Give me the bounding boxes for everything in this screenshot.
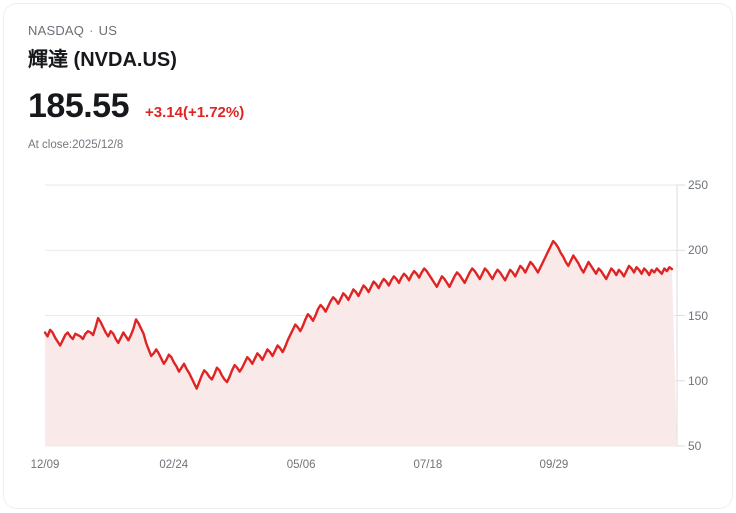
y-axis-label: 150 (688, 308, 709, 323)
price-area-fill (45, 241, 677, 446)
page-title: 輝達 (NVDA.US) (28, 49, 177, 71)
x-axis-label: 12/09 (30, 459, 60, 471)
price-change: +3.14(+1.72%) (145, 104, 245, 121)
y-axis-label: 250 (688, 178, 709, 192)
y-axis-label: 200 (688, 243, 709, 258)
y-axis-label: 50 (688, 439, 702, 453)
x-axis-label: 07/18 (413, 459, 443, 471)
price-row: 185.55 +3.14(+1.72%) (28, 87, 688, 125)
x-axis-label: 09/29 (539, 459, 569, 471)
price-line (43, 239, 674, 390)
chart-y-ticks (677, 184, 685, 447)
price-chart[interactable]: 250 200 150 100 50 12/09 02/24 05/06 07/18 09/29 (4, 164, 733, 484)
stock-quote-card: NASDAQ · US 輝達 (NVDA.US) 185.55 +3.14(+1.7… (3, 3, 733, 509)
exchange-region-line: NASDAQ · US (28, 22, 688, 40)
x-axis-label: 05/06 (286, 459, 316, 471)
separator-dot: · (89, 23, 94, 38)
price-chart-svg[interactable] (4, 164, 733, 484)
region-label: US (98, 23, 118, 38)
x-axis-label: 02/24 (159, 459, 189, 471)
quote-header: NASDAQ · US 輝達 (NVDA.US) 185.55 +3.14(+1.7… (28, 22, 688, 153)
exchange-label: NASDAQ (28, 23, 85, 38)
last-price: 185.55 (28, 87, 130, 125)
market-status-note: At close:2025/12/8 (28, 139, 124, 151)
y-axis-label: 100 (688, 373, 709, 388)
